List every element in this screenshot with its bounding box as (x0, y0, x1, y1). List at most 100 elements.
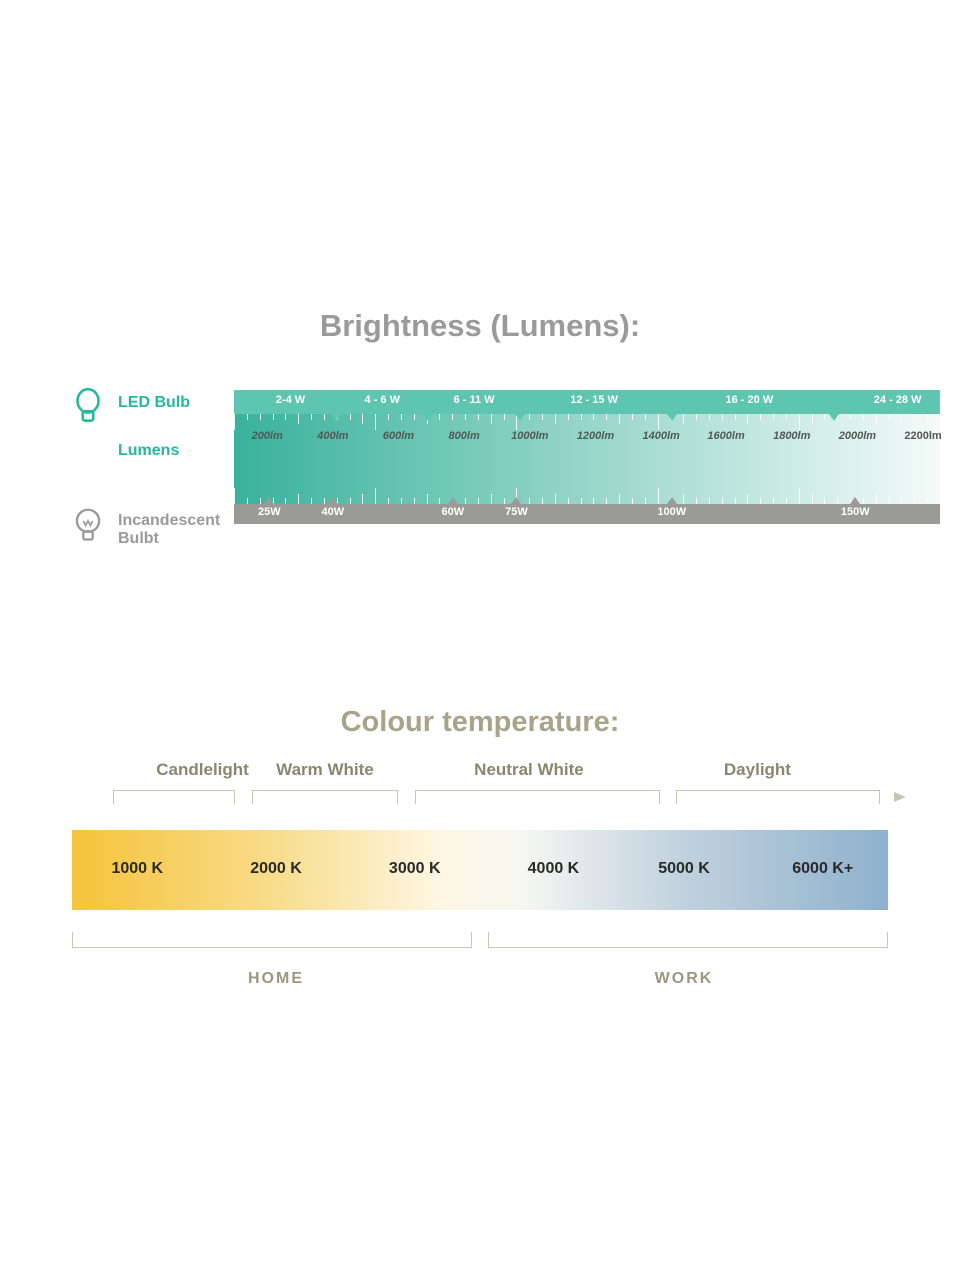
arrow-right-icon (894, 792, 906, 802)
ruler-tick (940, 488, 941, 504)
led-tick-icon (667, 414, 677, 421)
led-bulb-icon (74, 388, 102, 425)
ruler-tick (375, 414, 376, 430)
led-wattage-label: 24 - 28 W (874, 394, 922, 406)
ruler-tick (658, 414, 659, 430)
brightness-title: Brightness (Lumens): (0, 308, 960, 344)
ruler-tick (786, 414, 787, 420)
incandescent-wattage-label: 150W (841, 506, 870, 518)
colour-category-label: Candlelight (156, 760, 249, 780)
incandescent-row-label: Incandescent Bulbt (118, 512, 238, 549)
category-bracket (252, 790, 399, 804)
ruler-tick (747, 414, 748, 424)
ruler-tick (658, 488, 659, 504)
ruler-tick (824, 414, 825, 420)
lumen-value: 400lm (317, 430, 348, 442)
ruler-tick (722, 414, 723, 420)
ruler-tick (876, 414, 877, 424)
brightness-chart: LED Bulb Lumens Incandescent Bulbt 2-4 W… (74, 394, 940, 559)
led-wattage-label: 6 - 11 W (454, 394, 495, 406)
ruler-tick (683, 494, 684, 504)
ruler-tick (362, 494, 363, 504)
incandescent-wattage-label: 100W (657, 506, 686, 518)
ruler-tick (696, 414, 697, 420)
colour-category-label: Daylight (724, 760, 791, 780)
ruler-tick (889, 414, 890, 420)
ruler-tick (298, 414, 299, 424)
colour-category-label: Warm White (276, 760, 374, 780)
lumen-value: 600lm (383, 430, 414, 442)
ruler-tick (298, 494, 299, 504)
incandescent-wattage-label: 25W (258, 506, 281, 518)
lumens-row-label: Lumens (118, 442, 179, 460)
led-wattage-label: 16 - 20 W (726, 394, 774, 406)
ruler-tick (375, 488, 376, 504)
ruler-tick (683, 414, 684, 424)
ruler-tick (555, 414, 556, 424)
ruler-tick (735, 414, 736, 420)
ruler-tick (863, 414, 864, 420)
ruler-tick (439, 414, 440, 420)
lumen-value: 1400lm (642, 430, 679, 442)
ruler-tick (542, 414, 543, 420)
ruler-tick (388, 414, 389, 420)
ruler-tick (311, 414, 312, 420)
led-tick-icon (515, 414, 525, 421)
led-wattage-label: 2-4 W (276, 394, 305, 406)
ruler-tick (555, 494, 556, 504)
temperature-value: 6000 K+ (792, 860, 853, 878)
lumen-value: 1200lm (577, 430, 614, 442)
ruler-tick (491, 414, 492, 424)
temperature-value: 5000 K (658, 860, 710, 878)
led-tick-icon (423, 414, 433, 421)
led-wattage-label: 4 - 6 W (365, 394, 400, 406)
incandescent-tick-icon (667, 497, 677, 504)
lumen-value: 800lm (449, 430, 480, 442)
ruler-tick (619, 494, 620, 504)
lumen-value: 200lm (252, 430, 283, 442)
incandescent-tick-icon (511, 497, 521, 504)
ruler-tick (234, 488, 235, 504)
ruler-tick (645, 414, 646, 420)
ruler-tick (401, 414, 402, 420)
incandescent-tick-icon (328, 497, 338, 504)
incandescent-wattage-label: 75W (505, 506, 528, 518)
use-bracket (488, 932, 888, 948)
lumen-value: 1800lm (773, 430, 810, 442)
ruler-tick (350, 414, 351, 420)
lumen-value: 2000lm (839, 430, 876, 442)
lumen-value: 1600lm (707, 430, 744, 442)
ruler-tick (581, 414, 582, 420)
ruler-tick (799, 488, 800, 504)
ruler-tick (452, 414, 453, 420)
ruler-tick (414, 414, 415, 420)
ruler-tick (465, 414, 466, 420)
ruler-tick (799, 414, 800, 430)
incandescent-tick-icon (264, 497, 274, 504)
incandescent-bulb-icon (74, 508, 102, 545)
ruler-tick (632, 414, 633, 420)
ruler-tick (324, 414, 325, 420)
lumen-value: 2200lm (904, 430, 941, 442)
incandescent-wattage-label: 60W (442, 506, 465, 518)
ruler-tick (812, 414, 813, 424)
ruler-tick (247, 414, 248, 420)
temperature-value: 4000 K (528, 860, 580, 878)
ruler-tick (491, 494, 492, 504)
colour-gradient-bar (72, 830, 888, 910)
ruler-tick (504, 414, 505, 420)
ruler-tick (529, 414, 530, 420)
use-bracket (72, 932, 472, 948)
led-row-label: LED Bulb (118, 394, 190, 412)
ruler-tick (260, 414, 261, 420)
ruler-tick (285, 414, 286, 420)
ruler-tick (593, 414, 594, 420)
ruler-tick (619, 414, 620, 424)
ruler-tick (850, 414, 851, 420)
ruler-tick (606, 414, 607, 420)
ruler-tick (273, 414, 274, 420)
category-bracket (415, 790, 660, 804)
temperature-value: 3000 K (389, 860, 441, 878)
lumen-value: 1000lm (511, 430, 548, 442)
incandescent-tick-icon (448, 497, 458, 504)
